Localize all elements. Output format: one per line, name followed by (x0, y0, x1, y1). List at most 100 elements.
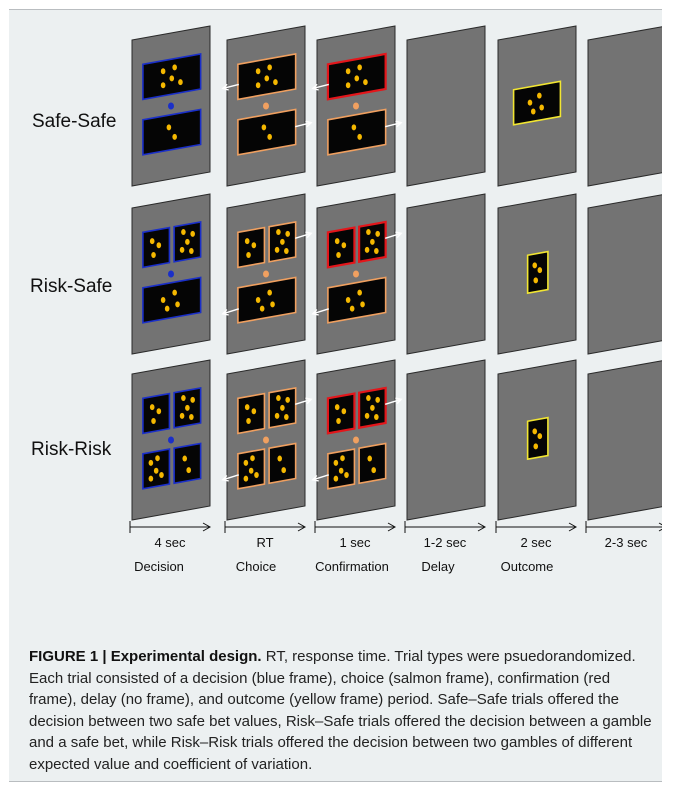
screen-r1-c2-bottom-dot-3 (349, 305, 355, 312)
screen-r0-c2-bottom-dot-0 (351, 124, 357, 131)
screen-r2-c1-top-right-dot-0 (276, 395, 281, 402)
screen-r2-c0-bottom-left-dot-1 (155, 455, 160, 462)
screen-r1-c1-bottom-dot-0 (255, 296, 261, 303)
screen-r1-c1-bottom-dot-1 (267, 289, 272, 296)
screen-r1-c1-fixation (263, 270, 269, 278)
figure-caption: FIGURE 1 | Experimental design. RT, resp… (29, 646, 657, 775)
screen-r2-c2-bottom-right-dot-0 (367, 455, 373, 462)
screen-r2-c4-outcome-dot-1 (537, 433, 543, 440)
screen-r1-c1-arrow-left (222, 308, 240, 315)
screen-r2-c0-top-left-option (142, 392, 171, 435)
screen-r1-c0-top-right-dot-3 (179, 246, 185, 253)
screen-r2-c0-bottom-right-dot-1 (186, 467, 192, 474)
screen-r1-c1-top-left-option (237, 226, 266, 269)
screen-r2-c3 (406, 359, 486, 521)
screen-r2-c0-top-right-dot-0 (181, 395, 186, 402)
screen-r0-c0-bottom-dot-0 (166, 124, 172, 131)
duration-label: 2 sec (520, 535, 552, 550)
screen-r0-c5 (587, 26, 662, 187)
screen-r0-c1-bottom-dot-0 (261, 124, 267, 131)
screen-r2-c1-fixation (263, 436, 269, 444)
screen-r2-c4-outcome (526, 416, 549, 461)
experimental-design-diagram: Safe-Safe Risk-Safe Risk-Risk 4 sec RT 1 s… (30, 25, 662, 574)
screen-r2-c1-arrow-left (222, 474, 240, 481)
screen-r0-c1-bottom-dot-1 (267, 133, 272, 140)
screen-r0-c2-bottom-option (327, 108, 387, 156)
screen-r1-c1-top-left-dot-2 (246, 251, 251, 258)
screen-r2-c0-top-left-dot-1 (156, 408, 162, 415)
duration-label: 4 sec (154, 535, 186, 550)
phase-label: Decision (134, 559, 184, 574)
screen-r2-c1-bottom-left-dot-2 (248, 467, 254, 474)
screen-r2-c2-top-right-dot-4 (374, 413, 379, 420)
screen-r2-c1-bottom-right-dot-1 (281, 467, 287, 474)
screen-r1-c0-top-left-dot-2 (151, 251, 156, 258)
screen-r2-c2-top-left-dot-1 (341, 408, 347, 415)
screen-r1-c1-top-right-dot-1 (285, 230, 290, 237)
screen-r2-c1-bottom-right-dot-0 (277, 455, 283, 462)
screen-r1-c1-arrow-left-head (221, 308, 229, 316)
screen-r2-c1-top-left-option (237, 392, 266, 435)
screen-r1-c0-top-right-dot-0 (181, 229, 186, 236)
phase-label: Delay (421, 559, 455, 574)
screen-r2-c1-top-right-dot-3 (274, 412, 280, 419)
screen-r2-c2-arrow-left (312, 474, 330, 481)
screen-r2-c2-fixation (353, 436, 359, 444)
screen-r0-c1-top-dot-0 (255, 68, 261, 75)
phase-label: Outcome (501, 559, 554, 574)
screen-r0-c1-arrow-left-head (221, 83, 229, 91)
screen-r0-c1-fixation (263, 102, 269, 110)
screen-r1-c0-bottom-dot-3 (164, 305, 170, 312)
screen-r0-c1-top-dot-3 (273, 79, 278, 86)
screen-r1-c2-top-right-dot-1 (375, 230, 380, 237)
timeline-arrowhead-1 (297, 522, 307, 532)
screen-r1-c1-arrow-right (294, 232, 312, 239)
screen-r0-c1-arrow-right-head (305, 120, 313, 128)
screen-r1-c0-top-left-dot-1 (156, 242, 162, 249)
figure-box: Safe-Safe Risk-Safe Risk-Risk 4 sec RT 1 s… (9, 9, 662, 782)
screen-r2-c1-bottom-left-dot-4 (243, 475, 249, 482)
screen-r2-c2-bottom-left-dot-0 (333, 459, 339, 466)
row-label-safe-safe: Safe-Safe (32, 111, 117, 132)
screen-r1-c0-top-left-option (142, 226, 171, 269)
screen-r2-c2-arrow-left-head (311, 474, 319, 482)
screen-r0-c0-fixation (168, 102, 174, 110)
screen-r0-c0-bottom-option (142, 108, 202, 156)
screen-r2-c1-bottom-left-dot-3 (254, 471, 259, 478)
screen-r2-c0-bottom-left-dot-2 (153, 467, 159, 474)
screen-r0-c1-arrow-left (222, 83, 239, 90)
screen-r2-c2-bottom-left-dot-1 (340, 455, 345, 462)
screen-r0-c4-outcome-dot-1 (537, 92, 542, 99)
screen-r2-c1-arrow-right (294, 398, 312, 405)
screen-r1-c1-top-left-dot-0 (244, 238, 250, 245)
screen-r1-c2-top-left-dot-2 (336, 251, 341, 258)
duration-label: 1-2 sec (424, 535, 467, 550)
screen-r0-c2-bottom-dot-1 (357, 133, 362, 140)
screen-r0-c2-arrow-left (312, 83, 329, 90)
screen-r1-c2-arrow-right (384, 232, 402, 239)
screen-r2-c2-bottom-left-dot-4 (333, 475, 339, 482)
screen-r1-c1-top-right-dot-0 (276, 229, 281, 236)
screen-r2-c2-top-right-dot-3 (364, 412, 370, 419)
screen-r2-c2-arrow-right (384, 398, 402, 405)
screen-r0-c1-top-dot-1 (267, 64, 272, 71)
screen-r2-c0-top-left-dot-0 (149, 404, 155, 411)
screen-r0-c1-top-dot-2 (264, 75, 270, 82)
screen-r1-c1-bottom-dot-2 (270, 301, 275, 308)
screen-r2-c2-bottom-right-option (358, 442, 387, 485)
screen-r2-c1-bottom-right-option (268, 442, 297, 485)
screen-r0-c2-arrow-right (385, 122, 402, 128)
screen-r2-c2-top-right-dot-1 (375, 396, 380, 403)
screen-r0-c4-outcome-dot-3 (530, 108, 536, 115)
screen-r2-c2-top-right-dot-0 (366, 395, 371, 402)
duration-label: 2-3 sec (605, 535, 648, 550)
screen-r1-c2-top-right-dot-3 (364, 246, 370, 253)
screen-r2-c4-outcome-dot-2 (533, 443, 539, 450)
screen-r1-c0-fixation (168, 270, 174, 278)
screen-r0-c2-top-dot-2 (354, 75, 360, 82)
screen-r2-c4-outcome-dot-0 (532, 428, 538, 435)
screen-r1-c2-fixation (353, 270, 359, 278)
screen-r1-c2-arrow-right-head (395, 231, 403, 239)
screen-r2-c2-bottom-right-dot-1 (371, 467, 377, 474)
screen-r1-c2-arrow-left (312, 308, 330, 315)
